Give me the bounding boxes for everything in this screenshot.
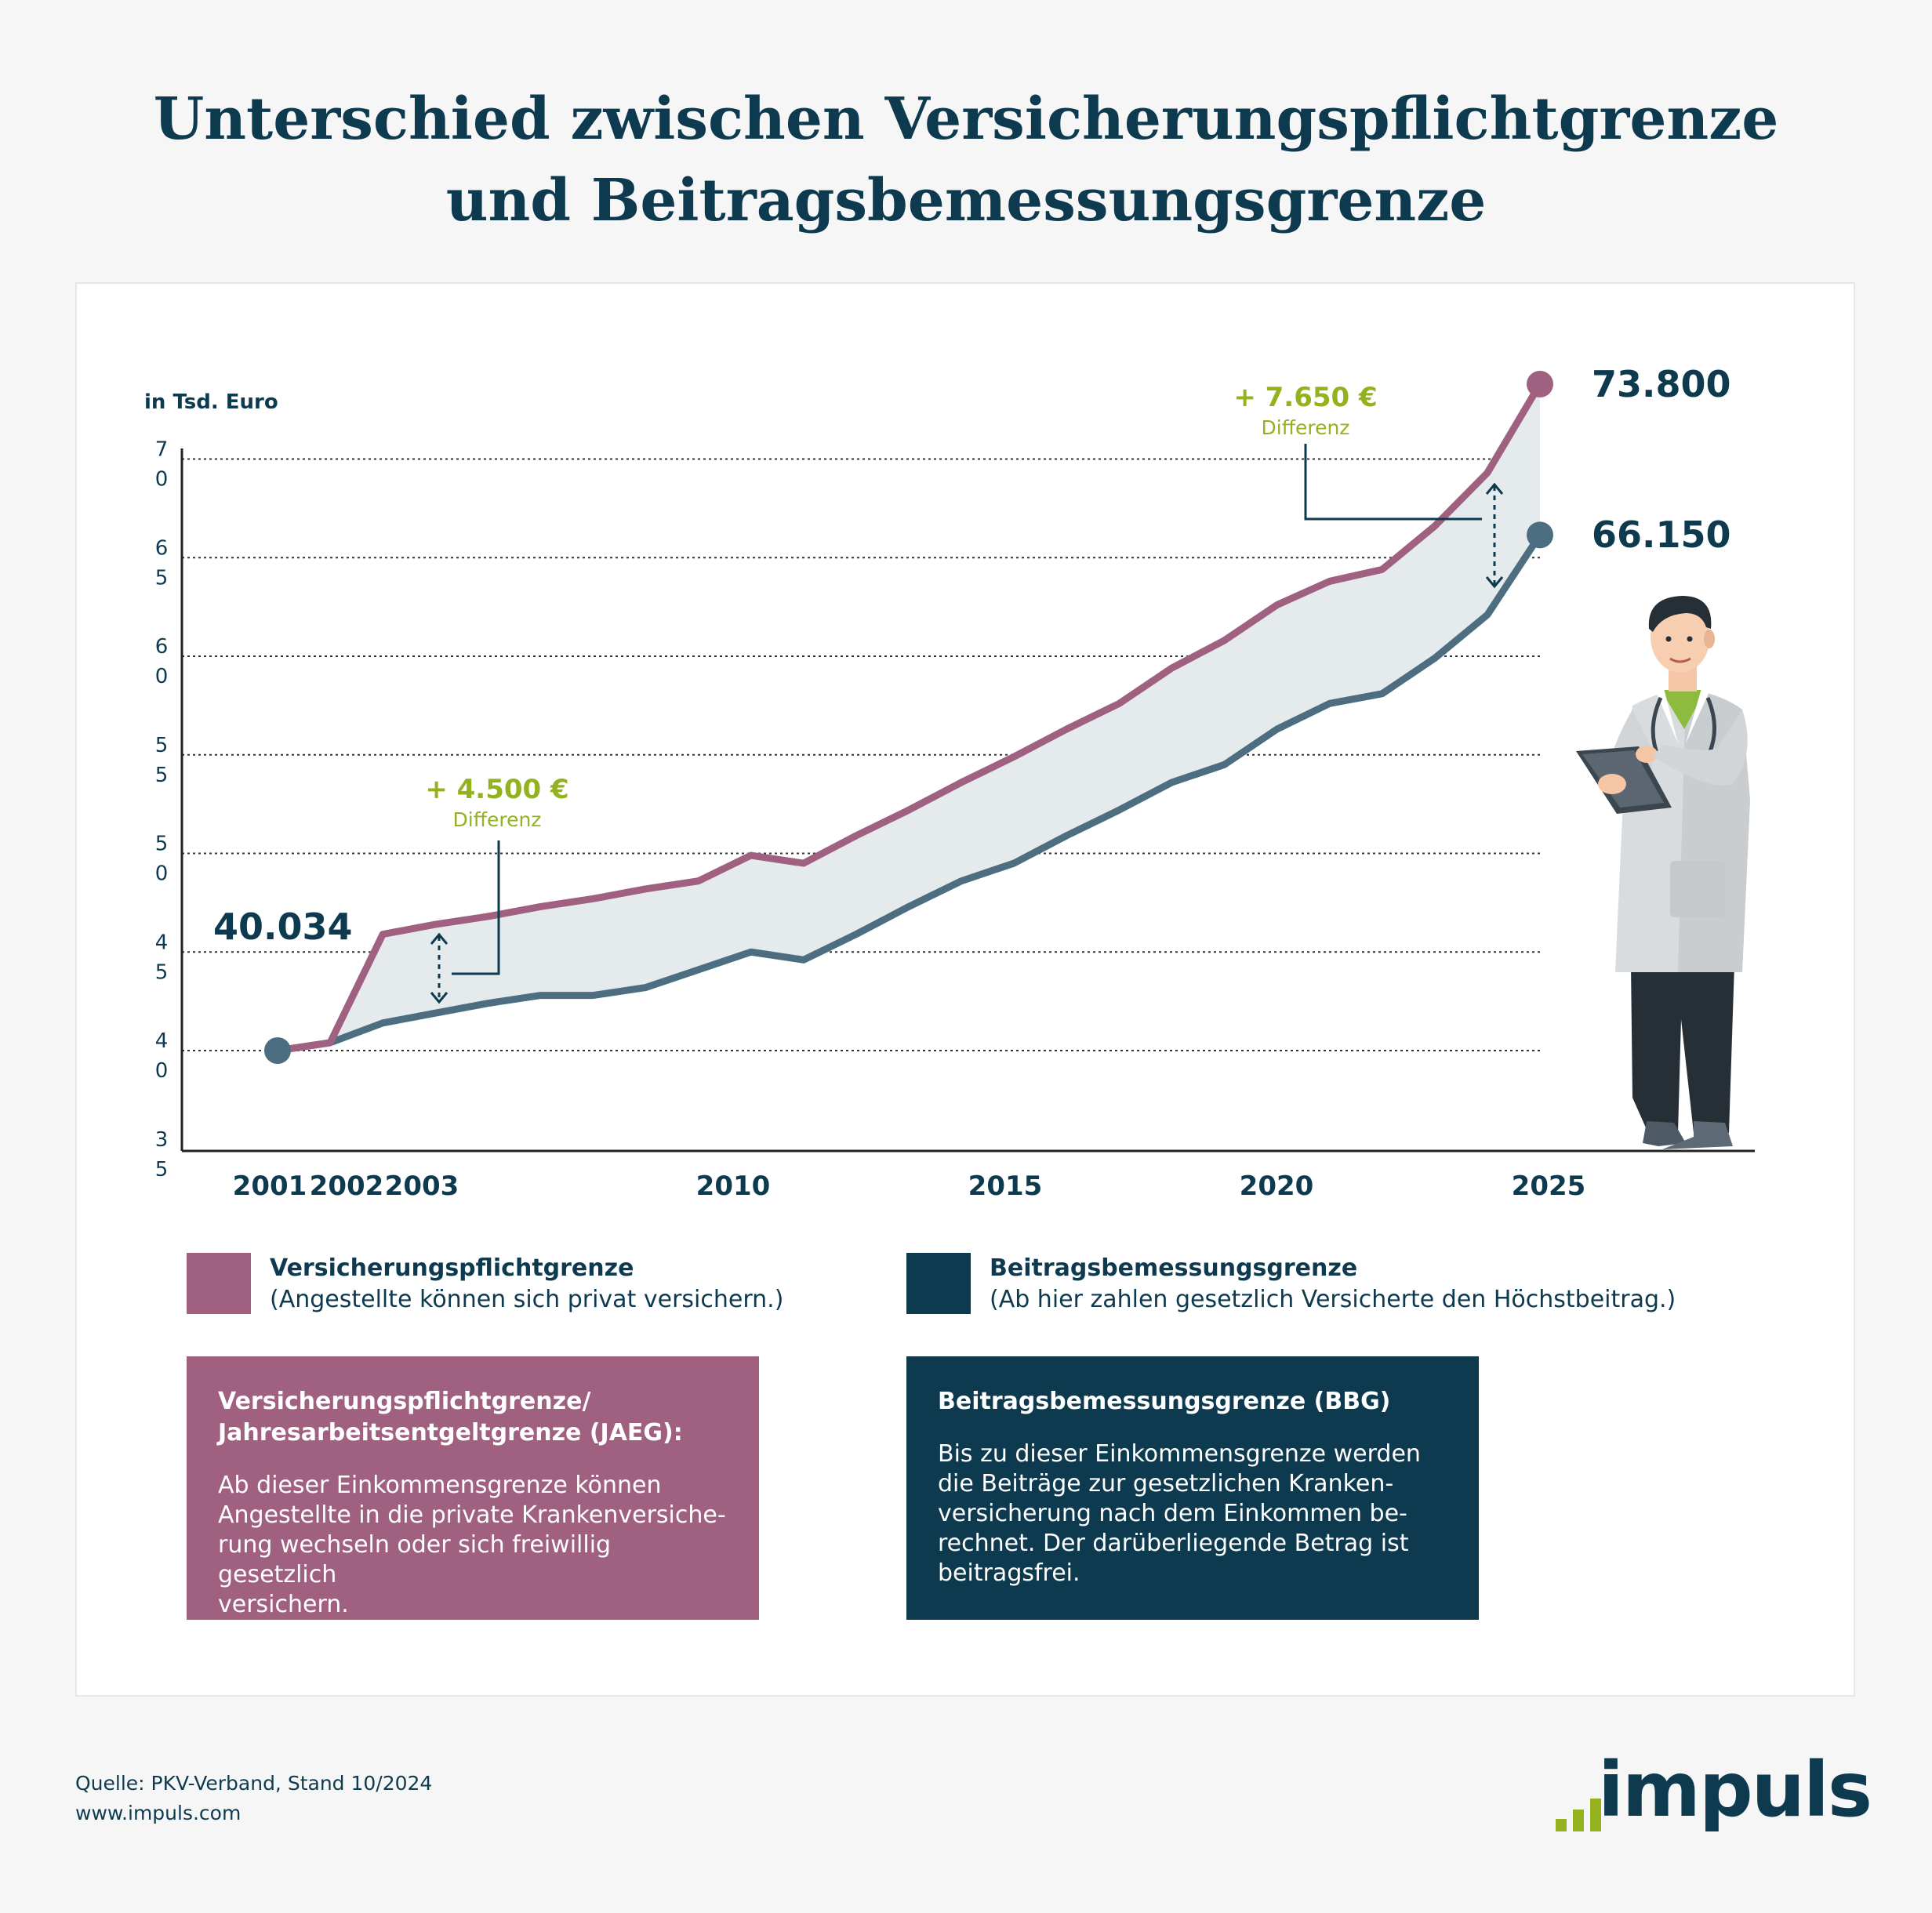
series-line-bbg (277, 532, 1543, 1055)
logo-bar-icon (1573, 1810, 1584, 1831)
y-tick-label: 4 (155, 931, 169, 954)
logo-bar-icon (1556, 1819, 1567, 1831)
end-value-label-bbg: 66.150 (1592, 514, 1731, 556)
y-axis-unit-label: in Tsd. Euro (144, 390, 278, 414)
title-line-2: und Beitragsbemessungsgrenze (445, 167, 1487, 234)
y-tick-label: 4 (155, 1029, 169, 1053)
y-tick-label: 0 (155, 1059, 169, 1083)
y-tick-label: 5 (155, 764, 169, 787)
impuls-logo: impuls (1549, 1747, 1872, 1841)
y-tick-label: 0 (155, 665, 169, 688)
annotations: + 4.500 € Differenz + 7.650 € Differenz (425, 382, 1504, 1004)
legend-item-bbg: Beitragsbemessungsgrenze (Ab hier zahlen… (906, 1253, 1676, 1316)
x-tick-label: 2010 (696, 1171, 771, 1202)
end-value-label-vpg: 73.800 (1592, 363, 1731, 405)
info-box-jaeg: Versicherungspflichtgrenze/ Jahresarbeit… (187, 1356, 759, 1620)
info-box-jaeg-body: Ab dieser Einkommensgrenze können Angest… (218, 1472, 726, 1618)
x-tick-label: 2002 (310, 1171, 384, 1202)
annotation-connector (452, 840, 500, 975)
y-tick-label: 5 (155, 566, 169, 590)
arrow-down-icon (1485, 576, 1504, 589)
info-box-bbg-title: Beitragsbemessungsgrenze (BBG) (938, 1388, 1391, 1415)
legend-swatch-bbg (906, 1253, 971, 1314)
legend-swatch-vpg (187, 1253, 251, 1314)
y-tick-label: 0 (155, 468, 169, 492)
x-tick-label: 2015 (968, 1171, 1043, 1202)
x-tick-label: 2025 (1512, 1171, 1586, 1202)
logo-wordmark: impuls (1598, 1746, 1872, 1834)
info-box-bbg-body: Bis zu dieser Einkommensgrenze werden di… (938, 1440, 1421, 1587)
info-box-jaeg-title: Versicherungspflichtgrenze/ Jahresarbeit… (218, 1388, 683, 1447)
end-point-dot-vpg (1527, 370, 1553, 397)
page-title: Unterschied zwischen Versicherungspflich… (0, 78, 1932, 241)
x-tick-label: 2001 (233, 1171, 307, 1202)
arrow-up-icon (1485, 482, 1504, 495)
start-value-label: 40.034 (213, 906, 353, 948)
end-point-dot-bbg (1527, 521, 1553, 549)
difference-label-2024: Differenz (1262, 416, 1350, 439)
arrow-down-icon (430, 992, 448, 1004)
y-tick-label: 6 (155, 536, 169, 560)
y-tick-label: 5 (155, 960, 169, 984)
axes: 7 0 6 5 6 0 5 5 5 0 4 5 4 0 3 5 in Tsd. Euro 2001 2002 2003… (144, 390, 1755, 1202)
difference-area (278, 383, 1540, 1051)
legend-desc-bbg: (Ab hier zahlen gesetzlich Versicherte d… (990, 1286, 1676, 1313)
fill-between (278, 383, 1540, 1051)
doctor-illustration (1576, 596, 1750, 1149)
x-tick-label: 2003 (385, 1171, 459, 1202)
y-tick-label: 5 (155, 734, 169, 757)
series-line-vpg (277, 382, 1543, 1055)
start-point-dot (264, 1037, 291, 1064)
annotation-connector (1304, 444, 1482, 521)
y-tick-label: 5 (155, 1158, 169, 1182)
source-url: www.impuls.com (75, 1802, 242, 1824)
y-tick-label: 7 (155, 438, 169, 462)
legend-item-vpg: Versicherungspflichtgrenze (Angestellte … (187, 1253, 783, 1316)
legend-desc-vpg: (Angestellte können sich privat versiche… (270, 1286, 784, 1313)
arrow-up-icon (430, 932, 448, 945)
difference-value-2003: + 4.500 € (425, 774, 568, 805)
y-tick-label: 0 (155, 862, 169, 886)
legend-title-bbg: Beitragsbemessungsgrenze (990, 1254, 1358, 1282)
y-tick-label: 5 (155, 833, 169, 856)
chart-labels: 40.034 73.800 66.150 (213, 363, 1731, 948)
source-note: Quelle: PKV-Verband, Stand 10/2024 www.i… (75, 1769, 432, 1828)
y-tick-label: 3 (155, 1128, 169, 1152)
legend-title-vpg: Versicherungspflichtgrenze (270, 1254, 634, 1282)
line-chart: 7 0 6 5 6 0 5 5 5 0 4 5 4 0 3 5 in Tsd. Euro 2001 2002 2003… (144, 363, 1755, 1202)
logo-bar-icon (1590, 1799, 1601, 1831)
info-box-bbg: Beitragsbemessungsgrenze (BBG) Bis zu di… (906, 1356, 1479, 1620)
x-tick-label: 2020 (1240, 1171, 1314, 1202)
difference-label-2003: Differenz (453, 808, 542, 831)
series-lines (264, 370, 1553, 1064)
y-tick-label: 6 (155, 635, 169, 659)
difference-value-2024: + 7.650 € (1233, 382, 1377, 413)
source-text: Quelle: PKV-Verband, Stand 10/2024 (75, 1772, 433, 1795)
title-line-1: Unterschied zwischen Versicherungspflich… (153, 85, 1779, 153)
